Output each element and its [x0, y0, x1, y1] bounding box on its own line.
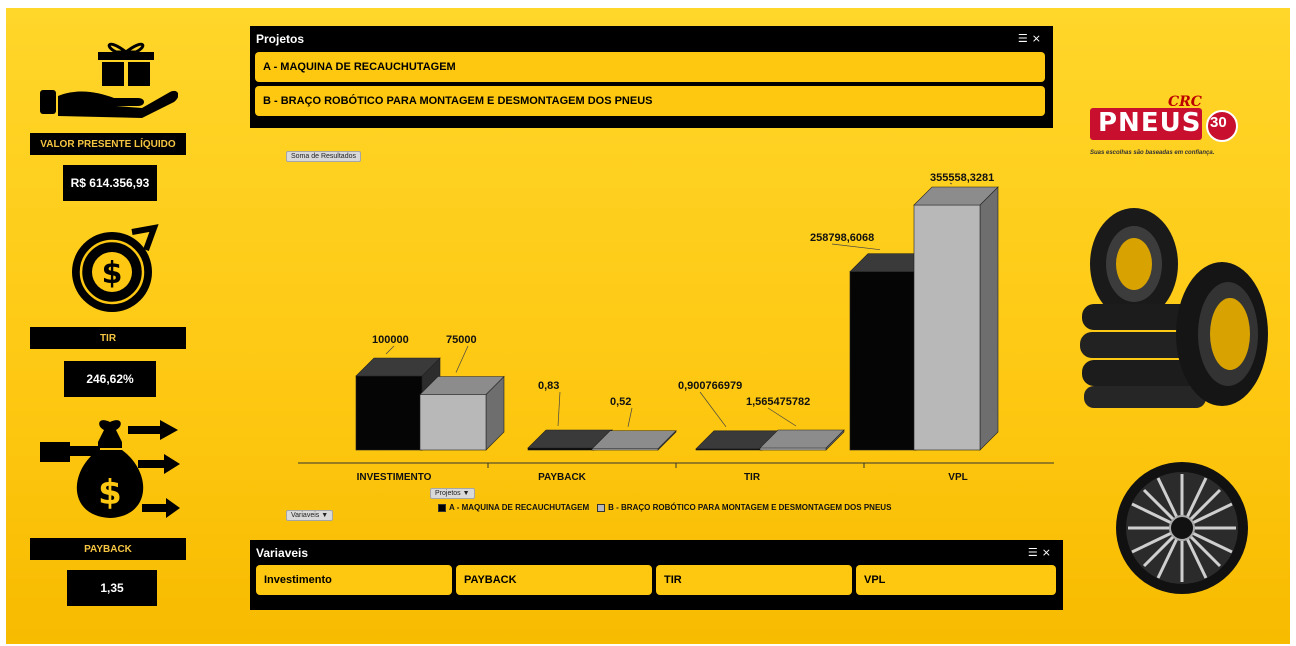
data-label-vpl-a: 258798,6068 — [810, 232, 875, 244]
variaveis-field-button[interactable]: Variaveis ▼ — [286, 510, 334, 521]
data-label-leader-line — [627, 407, 633, 427]
data-label-leader-line — [699, 391, 727, 428]
chart-legend: A - MAQUINA DE RECAUCHUTAGEM B - BRAÇO R… — [438, 503, 891, 512]
logo-30-badge — [1206, 110, 1238, 142]
data-label-investimento-b: 75000 — [446, 334, 477, 346]
category-label-investimento: INVESTIMENTO — [356, 472, 432, 483]
bar-top-investimento-b — [419, 376, 505, 395]
slicer-tools: ☰⨯ — [1018, 32, 1045, 45]
money-bag-icon: $ — [40, 420, 180, 518]
legend-swatch-b — [597, 503, 606, 512]
bar-top-payback-a — [527, 429, 613, 449]
payback-value: 1,35 — [67, 570, 157, 606]
payback-label: PAYBACK — [30, 538, 186, 560]
data-label-leader-line — [455, 345, 469, 373]
bar-side-vpl-b — [979, 186, 999, 451]
clear-filter-icon[interactable]: ⨯ — [1041, 547, 1055, 559]
data-label-leader-line — [767, 407, 797, 427]
logo-pneus-box — [1090, 108, 1202, 140]
data-label-payback-a: 0,83 — [538, 380, 560, 392]
legend-label-b: B - BRAÇO ROBÓTICO PARA MONTAGEM E DESMO… — [608, 503, 892, 512]
data-label-payback-b: 0,52 — [610, 396, 632, 408]
variaveis-item-investimento[interactable]: Investimento — [256, 565, 452, 595]
bar-top-investimento-a — [355, 357, 441, 377]
projetos-slicer-title: Projetos — [256, 32, 305, 46]
crc-pneus-logo: CRC PNEUS 30 — [1090, 94, 1250, 150]
svg-text:$: $ — [98, 473, 122, 513]
bar-investimento-b[interactable] — [419, 394, 487, 451]
tire-stack-image — [1080, 208, 1268, 408]
gift-hand-icon — [40, 42, 178, 118]
data-label-vpl-b: 355558,3281 — [930, 172, 995, 184]
multi-select-icon[interactable]: ☰ — [1027, 547, 1042, 559]
projetos-item-b[interactable]: B - BRAÇO ROBÓTICO PARA MONTAGEM E DESMO… — [255, 86, 1045, 116]
legend-swatch-a — [438, 503, 446, 512]
tir-label: TIR — [30, 327, 186, 349]
logo-crc-text: CRC — [1168, 94, 1202, 110]
vpl-value: R$ 614.356,93 — [63, 165, 157, 201]
bar-top-vpl-b — [913, 186, 999, 206]
bar-top-payback-b — [591, 430, 677, 450]
multi-select-icon[interactable]: ☰ — [1017, 33, 1032, 45]
data-label-leader-line — [949, 182, 953, 185]
bar-vpl-b[interactable] — [913, 204, 981, 451]
dollar-cycle-icon: $ — [72, 224, 159, 312]
bar-vpl-a[interactable] — [849, 271, 917, 451]
bar-investimento-a[interactable] — [355, 375, 423, 451]
variaveis-slicer-title: Variaveis — [256, 546, 309, 560]
logo-tagline: Suas escolhas são baseadas em confiança. — [1090, 150, 1215, 156]
logo-pneus-text: PNEUS — [1098, 108, 1202, 138]
data-label-leader-line — [831, 243, 881, 251]
projetos-field-button[interactable]: Projetos ▼ — [430, 488, 475, 499]
bar-top-tir-b — [759, 429, 845, 449]
variaveis-item-vpl[interactable]: VPL — [856, 565, 1056, 595]
svg-text:$: $ — [102, 256, 123, 291]
wheel-rim-image — [1116, 462, 1248, 594]
category-label-tir: TIR — [743, 472, 761, 483]
data-label-investimento-a: 100000 — [372, 334, 409, 346]
category-label-payback: PAYBACK — [538, 472, 586, 483]
legend-item-a[interactable]: A - MAQUINA DE RECAUCHUTAGEM — [438, 503, 589, 512]
slicer-tools: ☰⨯ — [1028, 546, 1055, 559]
variaveis-slicer: Variaveis ☰⨯ Investimento PAYBACK TIR VP… — [250, 540, 1063, 610]
soma-resultados-button[interactable]: Soma de Resultados — [286, 151, 361, 162]
data-label-tir-b: 1,565475782 — [746, 396, 811, 408]
projetos-item-a[interactable]: A - MAQUINA DE RECAUCHUTAGEM — [255, 52, 1045, 82]
data-label-leader-line — [385, 345, 395, 355]
variaveis-item-payback[interactable]: PAYBACK — [456, 565, 652, 595]
clear-filter-icon[interactable]: ⨯ — [1031, 33, 1045, 45]
category-label-vpl: VPL — [948, 472, 968, 483]
legend-label-a: A - MAQUINA DE RECAUCHUTAGEM — [449, 503, 590, 512]
tir-value: 246,62% — [64, 361, 156, 397]
data-label-leader-line — [557, 391, 561, 427]
vpl-label: VALOR PRESENTE LÍQUIDO — [30, 133, 186, 155]
projetos-slicer: Projetos ☰⨯ A - MAQUINA DE RECAUCHUTAGEM… — [250, 26, 1053, 128]
logo-30-text: 30 — [1210, 114, 1227, 131]
variaveis-item-tir[interactable]: TIR — [656, 565, 852, 595]
data-label-tir-a: 0,900766979 — [678, 380, 743, 392]
legend-item-b[interactable]: B - BRAÇO ROBÓTICO PARA MONTAGEM E DESMO… — [597, 503, 891, 512]
